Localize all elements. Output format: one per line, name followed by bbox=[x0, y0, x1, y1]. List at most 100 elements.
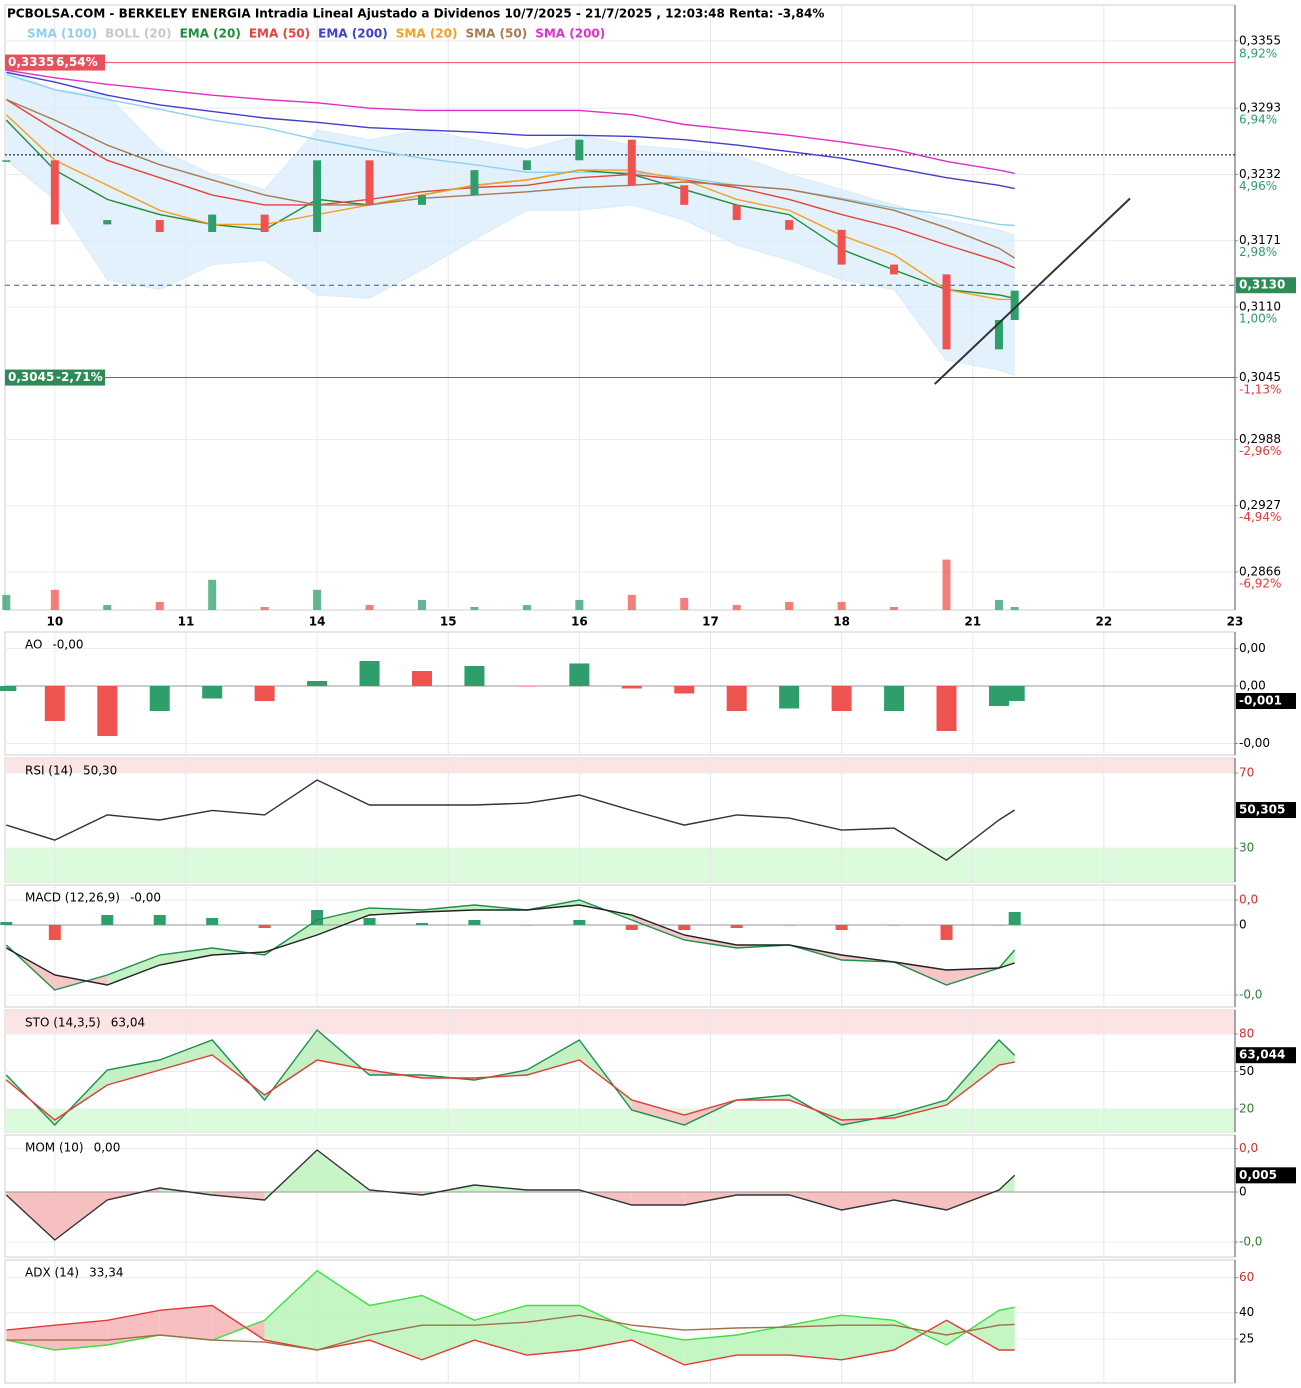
histogram-bar bbox=[0, 922, 13, 925]
y2-tick-label: 6,94% bbox=[1239, 113, 1277, 127]
y-tick-label: 0,0 bbox=[1239, 1141, 1258, 1155]
y-tick-label: 25 bbox=[1239, 1332, 1254, 1346]
indicator-line bbox=[6, 779, 1016, 862]
price-candle bbox=[575, 139, 584, 161]
fill-between bbox=[159, 948, 213, 965]
y-tick-label: -0,00 bbox=[1239, 736, 1270, 750]
level-label: 0,3130 bbox=[1239, 278, 1285, 292]
current-value-label: 0,005 bbox=[1239, 1168, 1277, 1182]
histogram-bar bbox=[888, 925, 901, 926]
y-tick-label: 0,3232 bbox=[1239, 167, 1281, 181]
histogram-bar bbox=[992, 925, 1005, 926]
histogram-bar bbox=[48, 925, 61, 940]
fill-between bbox=[841, 1315, 895, 1360]
level-tag bbox=[5, 369, 105, 386]
fill-between bbox=[526, 1040, 580, 1075]
indicator-line bbox=[5, 114, 1015, 301]
fill-between bbox=[264, 1270, 318, 1350]
histogram-bar bbox=[206, 918, 219, 925]
panel: 10 11 14 15 16 17 18 21 22 23 0,3355 0,3293 0,3232 0,… bbox=[2, 4, 1296, 629]
y-tick-label: 80 bbox=[1239, 1027, 1254, 1041]
bar bbox=[44, 686, 65, 721]
panel: 0,0 0 -0,0 MACD (12,26,9) -0,00 bbox=[0, 884, 1262, 1008]
volume-bar bbox=[575, 599, 584, 610]
volume-bar bbox=[208, 579, 217, 610]
y2-tick-label: -6,92% bbox=[1239, 576, 1281, 590]
bar bbox=[516, 686, 537, 687]
indicator-line bbox=[6, 71, 1015, 190]
y2-tick-label: 2,98% bbox=[1239, 245, 1277, 259]
band bbox=[5, 758, 1235, 774]
x-tick-label: 11 bbox=[178, 615, 195, 629]
volume-bar bbox=[155, 601, 164, 610]
bar bbox=[674, 686, 695, 694]
price-candle bbox=[785, 220, 794, 230]
panel-title-value: 63,04 bbox=[111, 1016, 145, 1030]
chart-title: PCBOLSA.COM - BERKELEY ENERGIA Intradia … bbox=[7, 7, 824, 21]
panel-title: AO bbox=[25, 638, 42, 652]
y-tick-label: 40 bbox=[1239, 1305, 1254, 1319]
volume-bar bbox=[942, 559, 951, 610]
bar bbox=[307, 681, 328, 686]
panel-title-value: -0,00 bbox=[130, 891, 161, 905]
fill-between bbox=[317, 908, 370, 935]
panel-frame bbox=[4, 4, 1236, 611]
histogram-bar bbox=[730, 925, 743, 928]
bar bbox=[411, 671, 432, 686]
level-tag bbox=[5, 54, 105, 71]
y-tick-label: 0 bbox=[1239, 918, 1247, 932]
fill-to-zero bbox=[212, 1192, 265, 1200]
histogram-bar bbox=[783, 925, 796, 926]
fill-to-zero bbox=[631, 1192, 685, 1205]
panel: 60 40 25 ADX (14) 33,34 bbox=[4, 1259, 1254, 1384]
current-value-label: 63,044 bbox=[1239, 1048, 1285, 1062]
y-tick-label: 70 bbox=[1239, 766, 1254, 780]
price-candle bbox=[470, 170, 479, 196]
current-value-tag bbox=[1236, 802, 1296, 819]
bollinger-lower bbox=[5, 159, 1015, 376]
panel-title: ADX (14) bbox=[25, 1266, 79, 1280]
fill-between bbox=[159, 1305, 213, 1341]
y-tick-label: 50 bbox=[1239, 1064, 1254, 1078]
y2-tick-label: -2,96% bbox=[1239, 444, 1281, 458]
y-tick-label: 60 bbox=[1239, 1270, 1254, 1284]
histogram-bar bbox=[625, 925, 638, 930]
legend-entry: SMA (50) bbox=[465, 27, 527, 41]
indicator-line bbox=[6, 73, 1015, 227]
volume-bar bbox=[994, 599, 1003, 610]
bollinger-upper bbox=[6, 69, 1015, 236]
y-tick-label: 30 bbox=[1239, 841, 1254, 855]
fill-between bbox=[894, 1100, 947, 1118]
volume-bar bbox=[732, 604, 741, 610]
y-tick-label: -0,0 bbox=[1239, 988, 1262, 1002]
volume-bar bbox=[522, 604, 531, 610]
bar bbox=[726, 686, 747, 711]
price-candle bbox=[522, 160, 531, 171]
x-tick-label: 22 bbox=[1096, 615, 1113, 629]
legend-entry: EMA (20) bbox=[180, 27, 241, 41]
legend-entry: EMA (50) bbox=[249, 27, 310, 41]
x-tick-label: 14 bbox=[309, 615, 326, 629]
indicator-line bbox=[6, 69, 1015, 175]
panel-frame bbox=[4, 631, 1236, 756]
histogram-bar bbox=[258, 925, 271, 928]
legend-entry: SMA (200) bbox=[535, 27, 605, 41]
histogram-bar bbox=[573, 920, 586, 925]
price-candle bbox=[365, 160, 374, 205]
legend-entry: BOLL (20) bbox=[105, 27, 172, 41]
y2-tick-label: 1,00% bbox=[1239, 311, 1277, 325]
price-candle bbox=[732, 204, 741, 221]
price-candle bbox=[994, 319, 1003, 350]
price-candle bbox=[837, 229, 846, 265]
price-candle bbox=[313, 160, 322, 233]
fill-to-zero bbox=[684, 1192, 737, 1205]
panel-title: MOM (10) bbox=[25, 1141, 84, 1155]
y-tick-label: 0,3045 bbox=[1239, 370, 1281, 384]
volume-bar bbox=[103, 604, 112, 610]
histogram-bar bbox=[363, 918, 376, 925]
x-tick-label: 10 bbox=[46, 615, 63, 629]
y-tick-label: 0,00 bbox=[1239, 679, 1266, 693]
fill-to-zero bbox=[841, 1192, 895, 1210]
